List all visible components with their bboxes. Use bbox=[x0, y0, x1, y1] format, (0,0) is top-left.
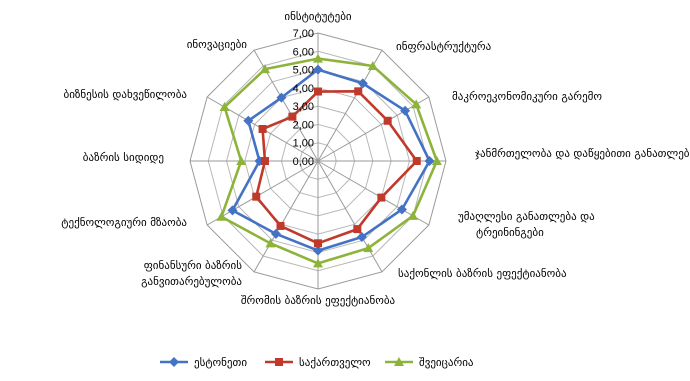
data-point bbox=[424, 156, 435, 166]
category-label: ბაზრის სიდიდე bbox=[83, 151, 164, 164]
grid-spoke bbox=[253, 160, 319, 273]
data-point bbox=[259, 64, 270, 74]
data-point bbox=[400, 105, 411, 116]
data-point bbox=[258, 125, 267, 133]
category-label: ბიზნესის დახვეწილობა bbox=[64, 88, 188, 101]
data-point bbox=[367, 60, 378, 70]
data-point bbox=[411, 99, 422, 109]
series-layer bbox=[216, 53, 442, 268]
legend-item: შვეიცარია bbox=[385, 356, 474, 369]
data-point bbox=[252, 192, 261, 201]
data-point bbox=[412, 157, 421, 165]
data-point bbox=[313, 64, 323, 75]
category-label: ფინანსური ბაზრის განვითარებულობა bbox=[141, 259, 242, 288]
category-label: უმაღლესი განათლება და ტრეინინგები bbox=[458, 210, 595, 239]
data-point bbox=[431, 156, 442, 165]
legend-label: ესტონეთი bbox=[194, 356, 247, 369]
tick-label: 3,00 bbox=[293, 101, 314, 113]
category-label: ინოვაციები bbox=[187, 38, 248, 51]
data-point bbox=[356, 232, 367, 243]
legend-item: ესტონეთი bbox=[160, 356, 247, 369]
category-label: ჯანმრთელობა და დაწყებითი განათლება bbox=[475, 147, 690, 160]
category-label: საქონლის ბაზრის ეფექტიანობა bbox=[398, 267, 567, 280]
tick-label: 7,00 bbox=[293, 28, 314, 40]
grid-spoke bbox=[317, 160, 383, 273]
data-point bbox=[243, 115, 254, 126]
data-point bbox=[219, 102, 230, 112]
series-1 bbox=[227, 64, 435, 256]
legend: ესტონეთი საქართველო შვეიცარია bbox=[160, 356, 474, 369]
data-point bbox=[276, 221, 285, 230]
data-point bbox=[383, 116, 392, 125]
series-3 bbox=[216, 53, 442, 268]
data-point bbox=[313, 53, 323, 63]
legend-label: შვეიცარია bbox=[419, 356, 474, 369]
data-point bbox=[313, 258, 323, 268]
series-2 bbox=[252, 87, 421, 248]
data-point bbox=[357, 78, 368, 89]
data-point bbox=[265, 238, 276, 248]
data-point bbox=[270, 228, 281, 239]
category-label: შრომის ბაზრის ეფექტიანობა bbox=[241, 294, 396, 307]
data-point bbox=[377, 193, 386, 202]
data-point bbox=[354, 87, 363, 96]
data-point bbox=[363, 243, 374, 253]
grid-spoke bbox=[206, 160, 319, 226]
data-point bbox=[314, 87, 322, 96]
data-point bbox=[408, 210, 419, 220]
radial-tick-labels: 0,00 1,00 2,00 3,00 4,00 5,00 6,00 7,00 bbox=[293, 28, 314, 168]
legend-marker bbox=[169, 357, 179, 367]
tick-label: 6,00 bbox=[293, 46, 314, 58]
data-point bbox=[276, 92, 287, 103]
legend-marker bbox=[275, 358, 283, 366]
legend-item: საქართველო bbox=[265, 356, 371, 369]
tick-label: 1,00 bbox=[293, 138, 314, 150]
legend-label: საქართველო bbox=[299, 356, 371, 369]
data-point bbox=[314, 239, 322, 248]
data-point bbox=[396, 204, 407, 215]
data-point bbox=[216, 211, 227, 221]
data-point bbox=[353, 225, 362, 234]
category-label: ინფრასტრუქტურა bbox=[396, 40, 492, 53]
category-label: მაკროეკონომიკური გარემო bbox=[452, 90, 602, 103]
legend-marker bbox=[394, 357, 404, 366]
category-labels: ინსტიტუტები ინფრასტრუქტურა მაკროეკონომიკურ… bbox=[61, 10, 690, 307]
grid-spoke bbox=[317, 160, 430, 226]
category-label: ინსტიტუტები bbox=[284, 10, 351, 23]
data-point bbox=[260, 157, 269, 165]
category-label: ტექნოლოგიური მზაობა bbox=[61, 216, 187, 229]
tick-label: 5,00 bbox=[293, 65, 314, 77]
data-point bbox=[288, 112, 297, 121]
data-point bbox=[227, 205, 238, 216]
series-line bbox=[254, 90, 419, 245]
grid-spoke bbox=[317, 96, 430, 162]
data-point bbox=[313, 245, 323, 256]
tick-label: 2,00 bbox=[293, 119, 314, 131]
tick-label: 0,00 bbox=[293, 156, 314, 168]
data-point bbox=[236, 156, 247, 165]
tick-label: 4,00 bbox=[293, 83, 314, 95]
